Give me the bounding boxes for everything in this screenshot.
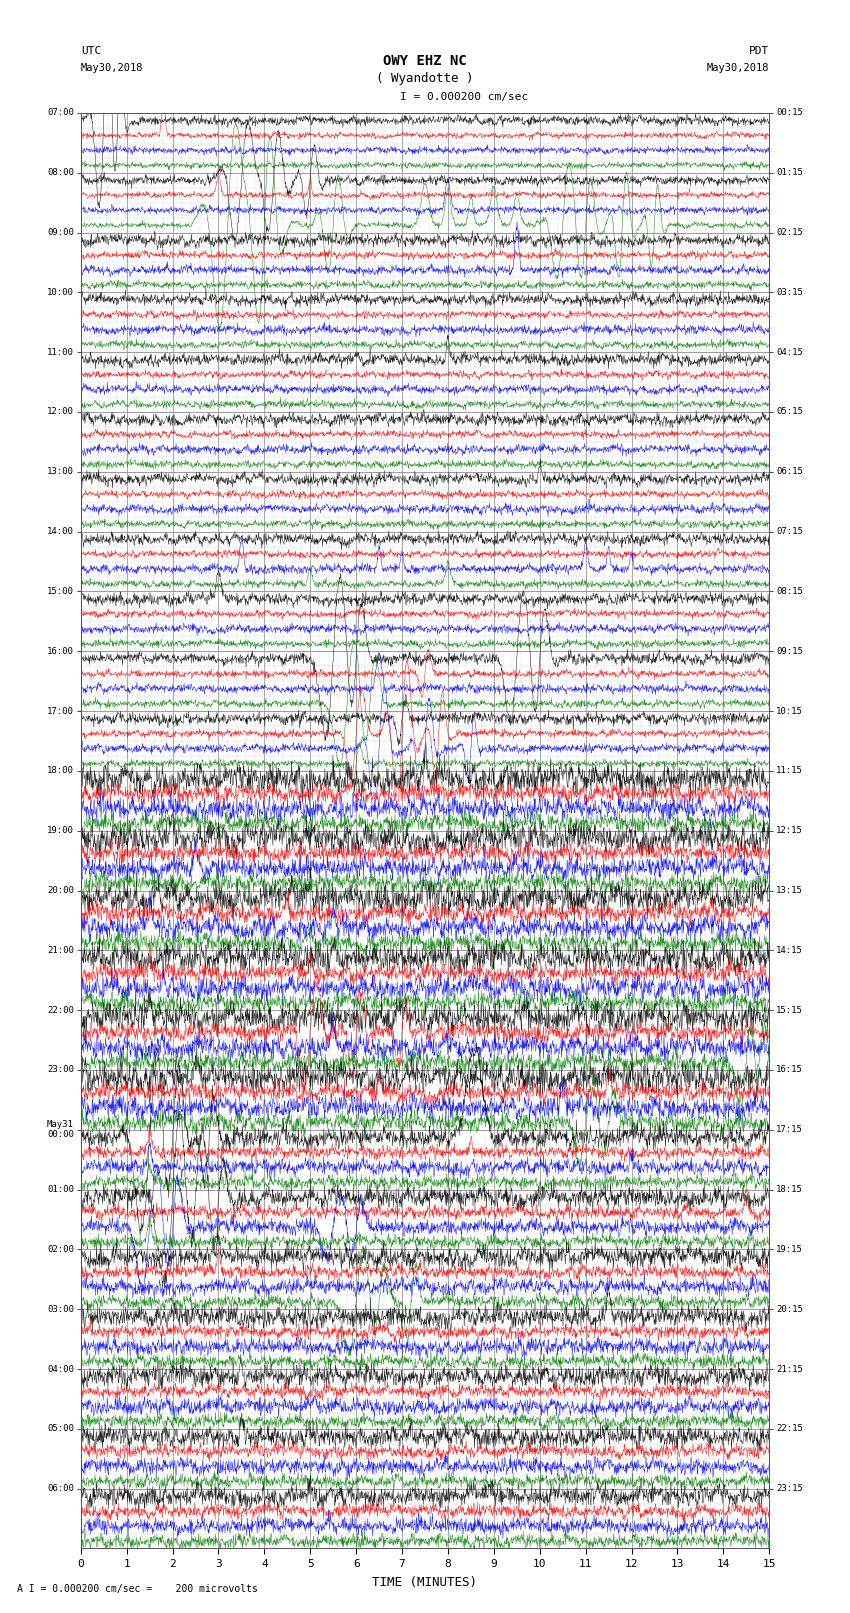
Text: UTC: UTC — [81, 47, 101, 56]
Text: OWY EHZ NC: OWY EHZ NC — [383, 53, 467, 68]
Text: ( Wyandotte ): ( Wyandotte ) — [377, 73, 473, 85]
Text: May30,2018: May30,2018 — [81, 63, 144, 73]
Text: PDT: PDT — [749, 47, 769, 56]
Text: A I = 0.000200 cm/sec =    200 microvolts: A I = 0.000200 cm/sec = 200 microvolts — [17, 1584, 258, 1594]
Text: May30,2018: May30,2018 — [706, 63, 769, 73]
Text: I = 0.000200 cm/sec: I = 0.000200 cm/sec — [400, 92, 528, 102]
X-axis label: TIME (MINUTES): TIME (MINUTES) — [372, 1576, 478, 1589]
